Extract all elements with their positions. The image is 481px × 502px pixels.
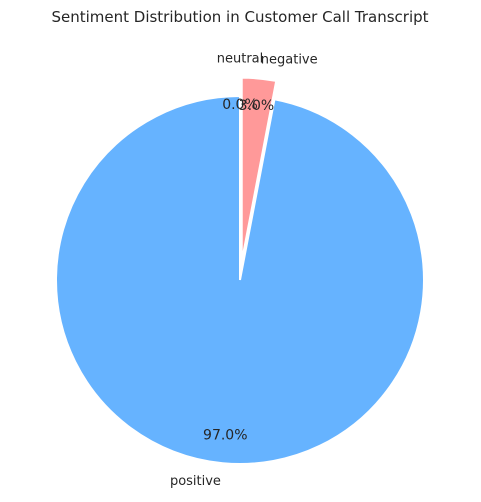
chart-title: Sentiment Distribution in Customer Call … — [51, 8, 428, 26]
pie-slice-positive — [55, 94, 425, 465]
pie-slices — [55, 76, 425, 465]
pie-label-positive: positive — [170, 474, 221, 489]
pie-label-neutral: neutral — [217, 52, 264, 67]
pie-slice-negative — [240, 76, 278, 262]
pie-value-label-positive: 97.0% — [203, 428, 247, 444]
pie-labels: positive 97.0% negative 3.0% neutral 0.0% — [170, 52, 318, 489]
pie-label-negative: negative — [261, 53, 318, 68]
pie-value-label-neutral: 0.0% — [222, 97, 258, 113]
pie-value-label-negative: 3.0% — [239, 98, 275, 114]
